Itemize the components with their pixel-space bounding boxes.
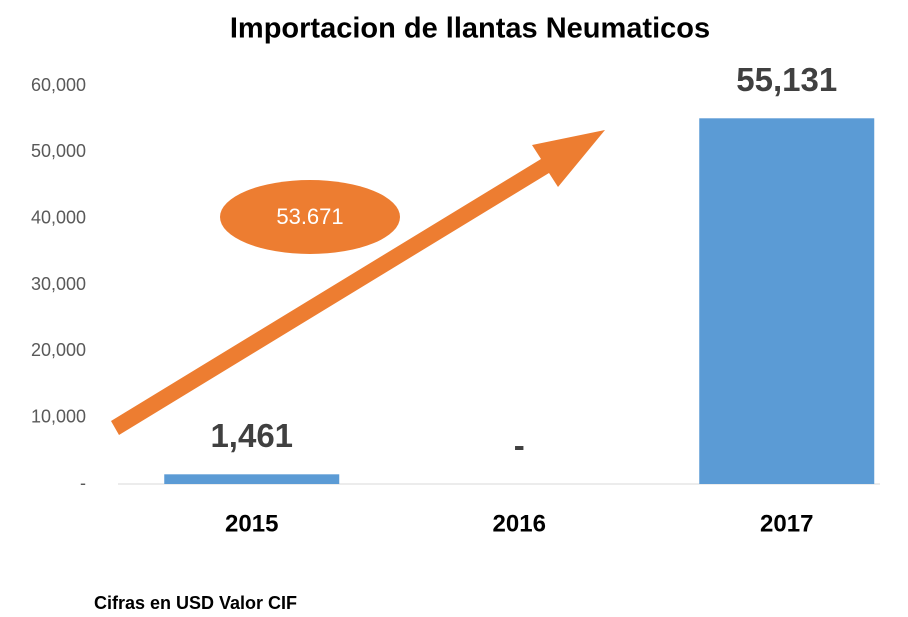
trend-arrow [111,130,605,435]
y-tick-label: 10,000 [31,406,86,426]
x-tick-label: 2016 [493,510,546,537]
y-tick-label: 40,000 [31,207,86,227]
x-tick-label: 2017 [760,510,813,537]
x-tick-label: 2015 [225,510,278,537]
bar [699,118,875,484]
data-label: 55,131 [736,61,837,98]
bar [164,474,340,484]
y-tick-label: 30,000 [31,274,86,294]
annotation: 53.671 [276,204,343,229]
footnote: Cifras en USD Valor CIF [94,593,297,613]
data-label: - [514,427,525,464]
annotation-bubble [220,180,400,254]
y-tick-label: 60,000 [31,75,86,95]
y-tick-label: 20,000 [31,340,86,360]
y-tick-label: - [80,473,86,493]
chart-title: Importacion de llantas Neumaticos [230,13,710,45]
data-label: 1,461 [210,417,293,454]
y-tick-label: 50,000 [31,141,86,161]
